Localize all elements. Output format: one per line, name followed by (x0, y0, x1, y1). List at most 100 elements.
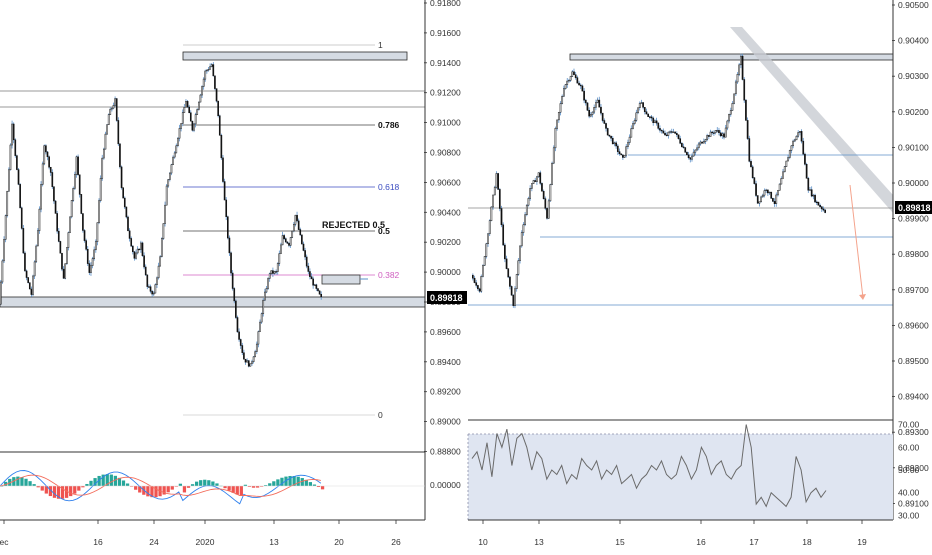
right-candle-159 (740, 55, 742, 66)
right-price-tick-label-3: 0.90200 (898, 107, 929, 117)
fibonacci-retracement: 1 0.786 0.618 0.5 0.382 0 (183, 40, 400, 420)
fib-label-786: 0.786 (378, 120, 400, 130)
left-time-tick-label-0: ec (0, 537, 9, 547)
macd-hist-bar-20 (81, 486, 85, 488)
left-candle-70 (112, 104, 115, 109)
right-candle-203 (814, 194, 816, 203)
left-candle-125 (201, 86, 203, 96)
right-candle-1 (473, 277, 476, 283)
macd-hist-bar-5 (20, 477, 24, 486)
left-time-tick-label-3: 2020 (196, 537, 215, 547)
right-candle-202 (812, 194, 815, 197)
right-candle-137 (702, 141, 705, 144)
right-candle-63 (578, 82, 580, 86)
macd-hist-bar-33 (134, 486, 138, 490)
left-candle-1 (1, 260, 4, 283)
right-candle-3 (477, 285, 479, 290)
right-candle-170 (758, 201, 761, 204)
left-candle-100 (160, 238, 163, 257)
left-candle-87 (140, 242, 142, 250)
right-candle-84 (613, 142, 616, 145)
left-candle-22 (35, 245, 38, 263)
left-candle-158 (254, 351, 256, 358)
right-candle-101 (642, 102, 644, 108)
left-candle-0 (0, 281, 2, 305)
right-candle-0 (472, 274, 474, 279)
macd-hist-bar-32 (130, 486, 134, 487)
right-candle-127 (686, 152, 688, 156)
left-chart-panel: 1 0.786 0.618 0.5 0.382 0 REJECTED 0.5 0… (0, 0, 467, 547)
right-candle-8 (485, 243, 488, 257)
right-candle-184 (782, 171, 784, 179)
left-candle-159 (255, 343, 258, 352)
left-price-tick-label-9: 0.90000 (430, 267, 461, 277)
left-candle-157 (252, 356, 255, 363)
right-candle-71 (591, 111, 594, 115)
left-time-axis: ec 16 24 2020 13 20 26 (0, 520, 401, 547)
left-candle-60 (96, 222, 99, 242)
right-chart-panel: 0.90500 0.90400 0.90300 0.90200 0.90100 0.900… (467, 0, 932, 547)
macd-hist-bar-71 (288, 475, 292, 486)
right-candle-200 (809, 189, 811, 191)
right-candle-162 (745, 99, 747, 121)
left-candle-130 (209, 66, 211, 70)
right-candle-76 (600, 106, 602, 114)
right-candle-66 (583, 90, 585, 101)
left-candle-173 (278, 253, 281, 264)
macd-hist-bar-15 (60, 486, 65, 499)
right-candle-30 (522, 224, 525, 233)
left-candle-61 (98, 200, 100, 223)
right-candle-41 (541, 183, 543, 192)
left-candle-135 (217, 100, 219, 117)
right-current-price-label: 0.89818 (898, 203, 931, 213)
left-candle-38 (61, 252, 63, 270)
left-candle-174 (280, 244, 282, 254)
left-price-tick-label-14: 0.89000 (430, 417, 461, 427)
right-candle-72 (593, 107, 596, 113)
left-candle-74 (119, 143, 121, 168)
right-candle-58 (569, 76, 572, 81)
right-candle-95 (632, 123, 634, 129)
right-candle-6 (482, 265, 484, 277)
rsi-tick-label-2: 50.00 (898, 465, 920, 475)
left-candle-12 (19, 184, 21, 209)
right-candle-49 (554, 128, 557, 149)
right-candle-85 (615, 142, 617, 147)
macd-hist-bar-28 (113, 475, 118, 486)
left-candle-30 (48, 156, 50, 168)
left-candle-17 (27, 277, 29, 283)
right-time-tick-label-3: 16 (696, 537, 706, 547)
macd-hist-bar-18 (73, 486, 77, 494)
left-candle-144 (231, 272, 234, 289)
right-candle-141 (709, 131, 712, 137)
right-candle-174 (765, 189, 767, 191)
left-candle-68 (109, 108, 112, 115)
left-candle-181 (291, 230, 294, 238)
left-candle-126 (202, 78, 205, 87)
right-candle-132 (694, 149, 697, 153)
right-price-tick-label-0: 0.90500 (898, 0, 929, 10)
fib-label-05: 0.5 (378, 226, 390, 236)
left-candle-95 (152, 292, 155, 295)
left-candle-146 (235, 300, 237, 318)
rsi-tick-label-0: 70.00 (898, 420, 920, 430)
left-candle-147 (236, 317, 239, 333)
left-candle-190 (305, 256, 308, 267)
left-candle-196 (315, 284, 318, 289)
right-rsi-band (468, 434, 893, 520)
right-candle-119 (672, 131, 675, 133)
right-candle-25 (514, 288, 516, 306)
left-candle-88 (141, 242, 144, 256)
left-candle-84 (135, 252, 137, 259)
left-macd-zero-label: 0.00000 (430, 480, 461, 490)
macd-hist-bar-68 (276, 479, 280, 486)
left-candle-176 (283, 235, 285, 239)
right-candle-163 (746, 120, 749, 139)
left-candle-90 (144, 266, 147, 276)
macd-hist-bar-25 (101, 474, 105, 486)
macd-hist-bar-58 (235, 486, 239, 495)
left-candle-67 (107, 114, 110, 126)
right-candle-139 (706, 135, 708, 140)
right-candle-169 (756, 195, 759, 204)
